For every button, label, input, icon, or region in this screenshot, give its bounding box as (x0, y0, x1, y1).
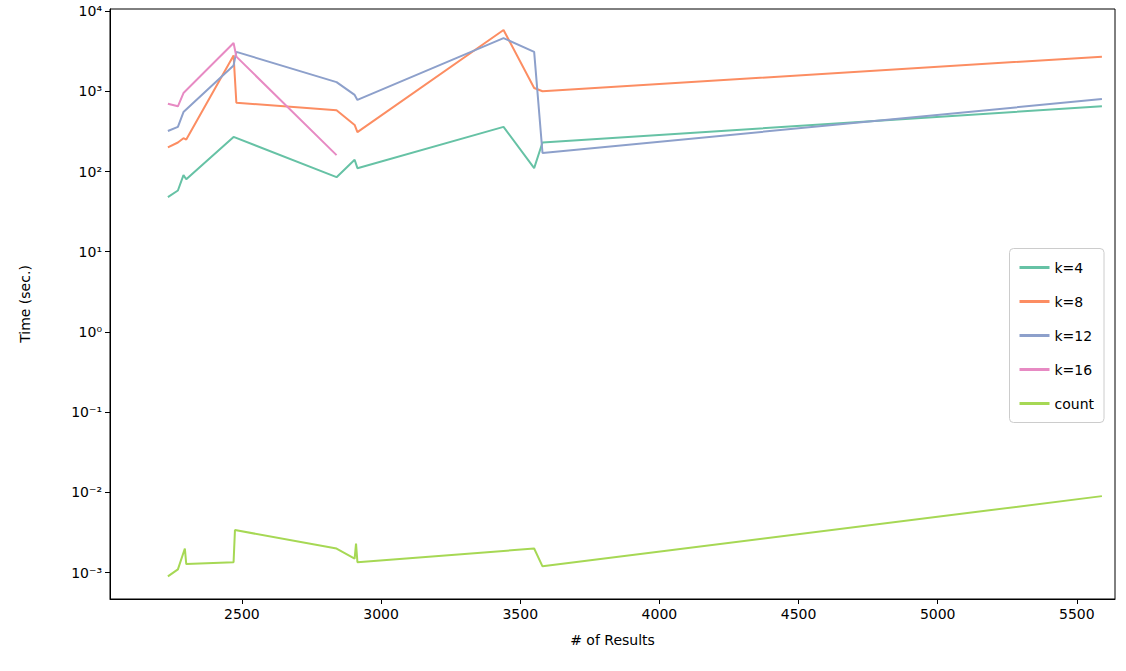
svg-text:k=8: k=8 (1055, 294, 1084, 310)
svg-text:10¹: 10¹ (79, 244, 102, 260)
svg-text:3500: 3500 (502, 606, 538, 622)
svg-text:k=12: k=12 (1055, 328, 1093, 344)
svg-text:10⁻¹: 10⁻¹ (71, 404, 102, 420)
svg-text:4500: 4500 (781, 606, 817, 622)
svg-text:Time (sec.): Time (sec.) (17, 265, 33, 344)
svg-text:10⁻²: 10⁻² (71, 484, 102, 500)
svg-text:k=16: k=16 (1055, 362, 1093, 378)
svg-text:5500: 5500 (1059, 606, 1095, 622)
svg-text:10⁰: 10⁰ (79, 324, 103, 340)
svg-text:10⁴: 10⁴ (79, 3, 103, 19)
svg-text:k=4: k=4 (1055, 260, 1084, 276)
svg-text:10⁻³: 10⁻³ (71, 565, 102, 581)
svg-text:3000: 3000 (363, 606, 399, 622)
svg-text:10²: 10² (79, 164, 102, 180)
svg-text:# of Results: # of Results (570, 632, 655, 648)
svg-text:10³: 10³ (79, 83, 102, 99)
svg-text:4000: 4000 (642, 606, 678, 622)
svg-text:2500: 2500 (224, 606, 260, 622)
svg-text:5000: 5000 (920, 606, 956, 622)
svg-text:count: count (1055, 396, 1095, 412)
